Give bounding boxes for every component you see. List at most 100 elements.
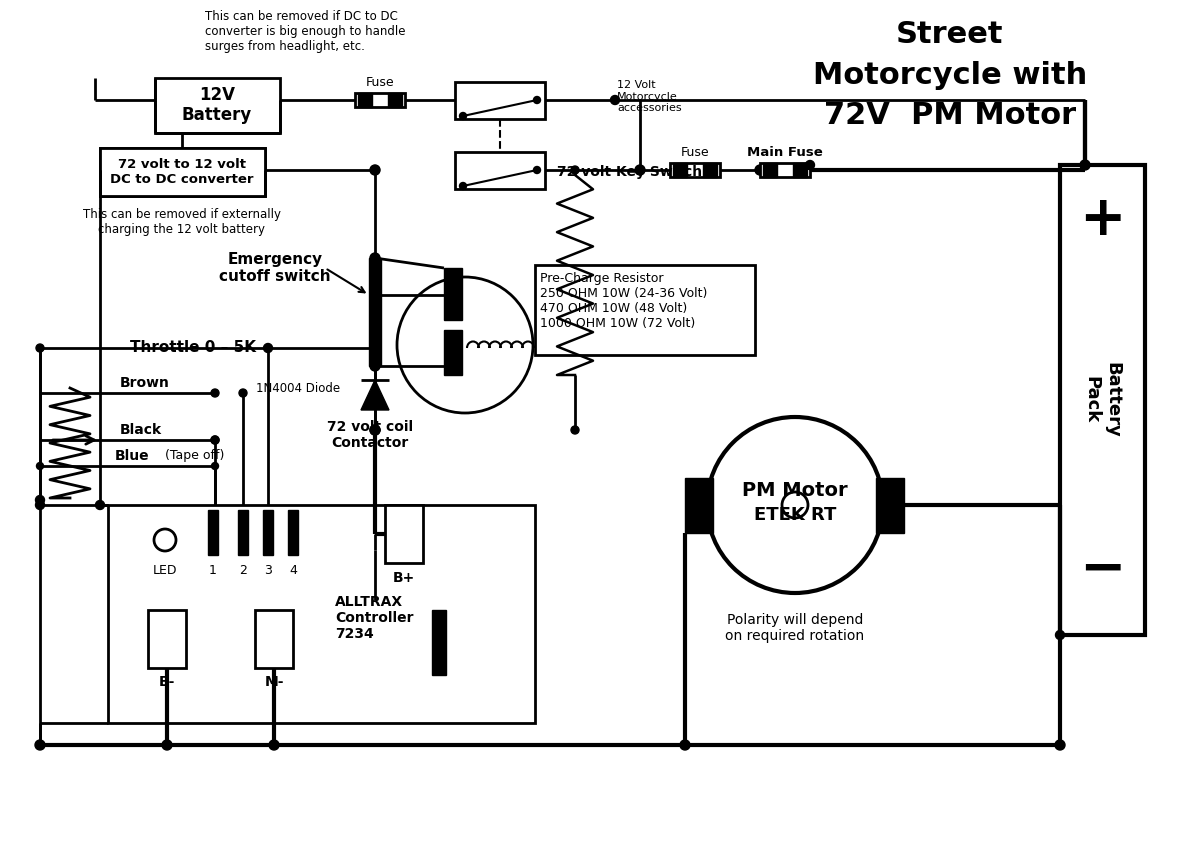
Text: 72 volt coil
Contactor: 72 volt coil Contactor: [327, 420, 413, 450]
Bar: [108, 505, 535, 723]
Text: 1N4004 Diode: 1N4004 Diode: [256, 381, 340, 395]
Bar: [263, 510, 273, 555]
Text: Emergency
cutoff switch: Emergency cutoff switch: [219, 252, 331, 284]
Circle shape: [370, 343, 380, 353]
Circle shape: [95, 500, 105, 510]
Bar: [685, 478, 713, 533]
Circle shape: [269, 740, 279, 750]
Text: Blue: Blue: [115, 449, 150, 463]
Circle shape: [264, 344, 272, 352]
Text: Polarity will depend
on required rotation: Polarity will depend on required rotatio…: [725, 613, 864, 643]
Circle shape: [371, 165, 379, 174]
Circle shape: [1080, 160, 1090, 170]
Text: Fuse: Fuse: [680, 146, 710, 158]
Text: 1: 1: [209, 563, 216, 576]
Bar: [208, 510, 218, 555]
Circle shape: [571, 166, 579, 174]
Text: M-: M-: [264, 675, 284, 689]
Circle shape: [370, 361, 380, 371]
Bar: [455, 152, 545, 189]
Text: 72 volt to 12 volt
DC to DC converter: 72 volt to 12 volt DC to DC converter: [111, 158, 253, 186]
Text: ALLTRAX
Controller
7234: ALLTRAX Controller 7234: [335, 595, 414, 641]
Bar: [147, 610, 185, 668]
Text: 12V
Battery: 12V Battery: [182, 86, 252, 124]
Text: −: −: [1078, 543, 1125, 597]
Circle shape: [210, 389, 219, 397]
Bar: [358, 93, 372, 107]
Circle shape: [459, 112, 466, 119]
Text: B+: B+: [392, 571, 415, 585]
Text: This can be removed if externally
charging the 12 volt battery: This can be removed if externally chargi…: [83, 208, 281, 236]
Circle shape: [1055, 740, 1065, 750]
Bar: [669, 163, 721, 177]
Bar: [763, 163, 776, 177]
Text: Throttle 0 – 5K: Throttle 0 – 5K: [130, 340, 256, 356]
Circle shape: [34, 740, 45, 750]
Text: Main Fuse: Main Fuse: [747, 146, 823, 158]
Circle shape: [805, 161, 814, 169]
Text: B-: B-: [159, 675, 175, 689]
Text: PM Motor: PM Motor: [742, 481, 848, 500]
Bar: [760, 163, 810, 177]
Circle shape: [37, 462, 44, 470]
Circle shape: [370, 425, 380, 435]
Circle shape: [534, 96, 541, 104]
Bar: [100, 148, 265, 196]
Text: 4: 4: [289, 563, 297, 576]
Polygon shape: [361, 380, 389, 410]
Text: Brown: Brown: [120, 376, 170, 390]
Circle shape: [755, 165, 765, 175]
Bar: [288, 510, 298, 555]
Text: 3: 3: [264, 563, 272, 576]
Text: 72 volt Key Switch: 72 volt Key Switch: [556, 165, 703, 179]
Circle shape: [370, 290, 380, 300]
Text: Street
Motorcycle with
72V  PM Motor: Street Motorcycle with 72V PM Motor: [813, 20, 1087, 130]
Bar: [369, 258, 380, 366]
Bar: [876, 478, 904, 533]
Text: (Tape off): (Tape off): [165, 449, 225, 462]
Circle shape: [635, 165, 644, 175]
Bar: [432, 610, 446, 675]
Bar: [155, 78, 279, 133]
Text: +: +: [1078, 193, 1125, 247]
Bar: [455, 82, 545, 119]
Bar: [703, 163, 717, 177]
Circle shape: [680, 740, 690, 750]
Bar: [356, 93, 405, 107]
Bar: [443, 268, 463, 320]
Circle shape: [459, 182, 466, 190]
Circle shape: [370, 425, 380, 435]
Text: ETEK RT: ETEK RT: [754, 506, 836, 524]
Text: Battery
Pack: Battery Pack: [1083, 363, 1121, 438]
Circle shape: [370, 165, 380, 175]
Circle shape: [239, 389, 247, 397]
Text: Fuse: Fuse: [366, 76, 395, 89]
Text: This can be removed if DC to DC
converter is big enough to handle
surges from he: This can be removed if DC to DC converte…: [205, 10, 405, 53]
Text: 12 Volt
Motorcycle
accessories: 12 Volt Motorcycle accessories: [617, 80, 681, 113]
Circle shape: [210, 436, 219, 444]
Bar: [388, 93, 402, 107]
Bar: [100, 148, 265, 196]
Circle shape: [534, 167, 541, 174]
Text: LED: LED: [152, 563, 177, 576]
Circle shape: [370, 253, 380, 263]
Bar: [254, 610, 292, 668]
Circle shape: [162, 740, 172, 750]
Circle shape: [36, 344, 44, 352]
Circle shape: [36, 495, 44, 505]
Circle shape: [571, 426, 579, 434]
Bar: [673, 163, 687, 177]
Circle shape: [36, 500, 44, 510]
Text: 2: 2: [239, 563, 247, 576]
Circle shape: [210, 436, 219, 444]
Bar: [535, 265, 755, 355]
Bar: [1061, 165, 1145, 635]
Bar: [443, 330, 463, 375]
Text: Black: Black: [120, 423, 162, 437]
Bar: [238, 510, 249, 555]
Circle shape: [1056, 631, 1064, 639]
Circle shape: [610, 95, 619, 105]
Text: Pre-Charge Resistor
250 OHM 10W (24-36 Volt)
470 OHM 10W (48 Volt)
1000 OHM 10W : Pre-Charge Resistor 250 OHM 10W (24-36 V…: [540, 272, 707, 330]
Bar: [793, 163, 807, 177]
Bar: [385, 505, 423, 563]
